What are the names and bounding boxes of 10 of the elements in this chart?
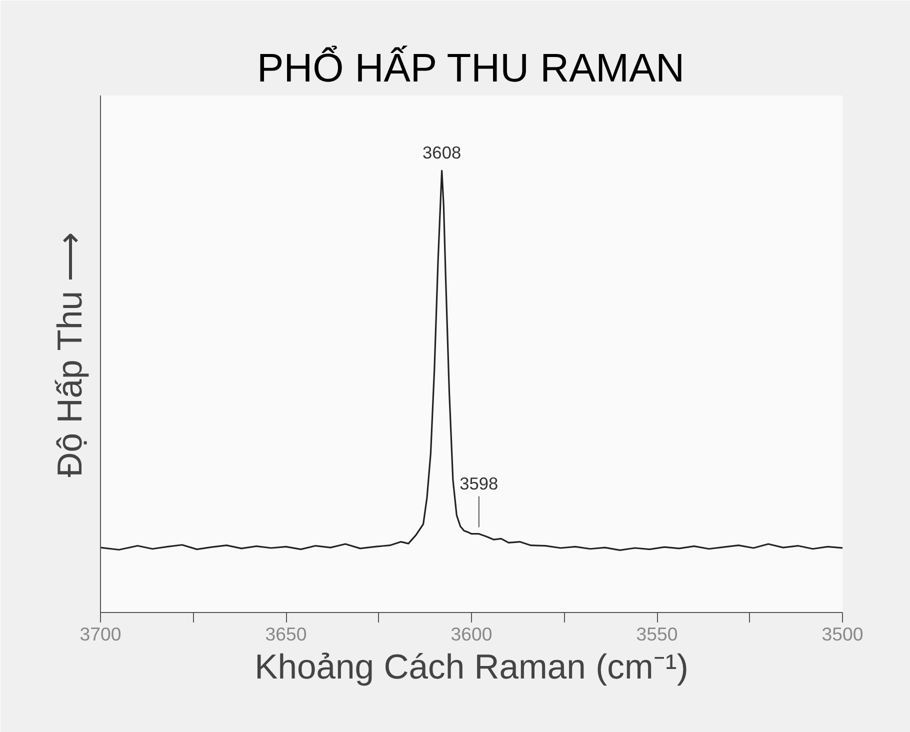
annotation: 3608 [422,142,462,163]
x-tick-label: 3500 [822,624,864,644]
y-axis-title: Độ Hấp Thu ⟶ [52,231,90,478]
x-axis-title: Khoảng Cách Raman (cm⁻¹) [254,648,688,686]
x-tick-label: 3600 [450,624,492,644]
x-tick-label: 3650 [265,624,307,644]
annotation: 3598 [460,474,498,494]
x-tick-label: 3700 [80,624,122,644]
chart-title: PHỔ HẤP THU RAMAN [257,46,685,90]
x-tick-label: 3550 [636,624,678,644]
